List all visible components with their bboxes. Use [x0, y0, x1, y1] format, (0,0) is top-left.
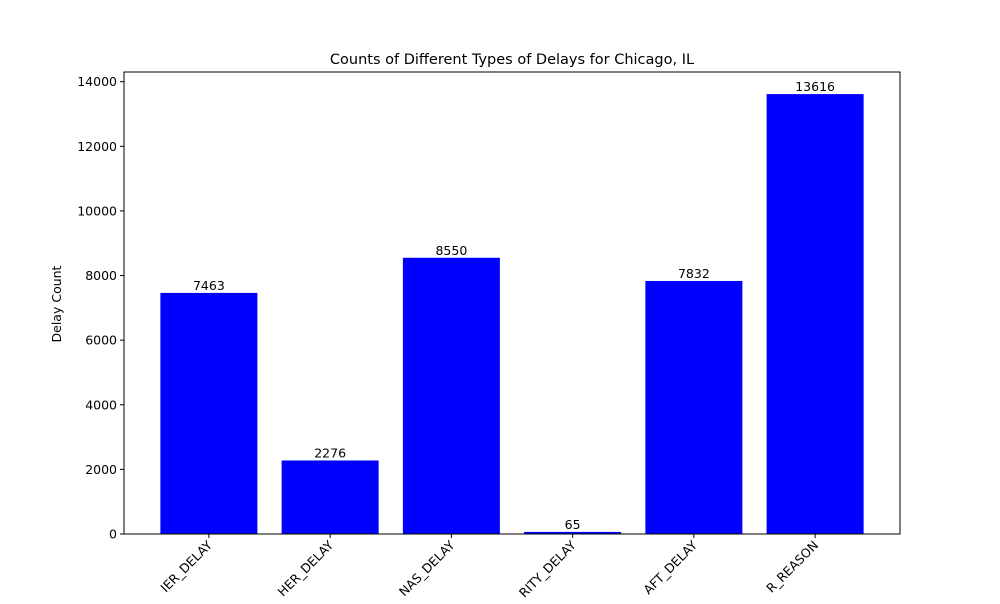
x-tick-label: NAS_DELAY [396, 537, 458, 599]
y-tick-label: 2000 [85, 462, 117, 477]
bar-carrier-delay [160, 292, 258, 534]
y-tick-label: 12000 [77, 139, 117, 154]
x-axis-ticks: IER_DELAY HER_DELAY NAS_DELAY RITY_DELAY AFT… [157, 534, 821, 600]
data-label: 2276 [314, 445, 346, 460]
bar-security-delay [524, 531, 622, 534]
x-tick-label: AFT_DELAY [640, 537, 700, 597]
data-labels-layer: 7463 2276 8550 65 7832 13616 [193, 79, 835, 532]
x-tick-label: R_REASON [763, 538, 821, 596]
data-label: 65 [565, 517, 581, 532]
y-tick-label: 4000 [85, 397, 117, 412]
x-tick-label: HER_DELAY [275, 537, 337, 599]
data-label: 7463 [193, 278, 225, 293]
chart-title: Counts of Different Types of Delays for … [330, 52, 694, 68]
x-tick-label: IER_DELAY [157, 537, 215, 595]
data-label: 13616 [795, 79, 835, 94]
y-tick-label: 8000 [85, 268, 117, 283]
y-tick-label: 10000 [77, 203, 117, 218]
bar-other-reason [766, 94, 864, 534]
y-axis-label: Delay Count [49, 265, 64, 342]
bars-layer [160, 94, 864, 534]
y-tick-label: 6000 [85, 333, 117, 348]
y-axis-ticks: 0 2000 4000 6000 8000 10000 12000 14000 [77, 74, 124, 542]
data-label: 8550 [435, 243, 467, 258]
bar-late-aircraft-delay [645, 280, 743, 534]
y-tick-label: 14000 [77, 74, 117, 89]
bar-weather-delay [281, 460, 379, 534]
y-tick-label: 0 [109, 527, 117, 542]
bar-nas-delay [402, 257, 500, 534]
data-label: 7832 [678, 266, 710, 281]
plot-area-frame [123, 71, 901, 535]
x-tick-label: RITY_DELAY [516, 537, 579, 600]
